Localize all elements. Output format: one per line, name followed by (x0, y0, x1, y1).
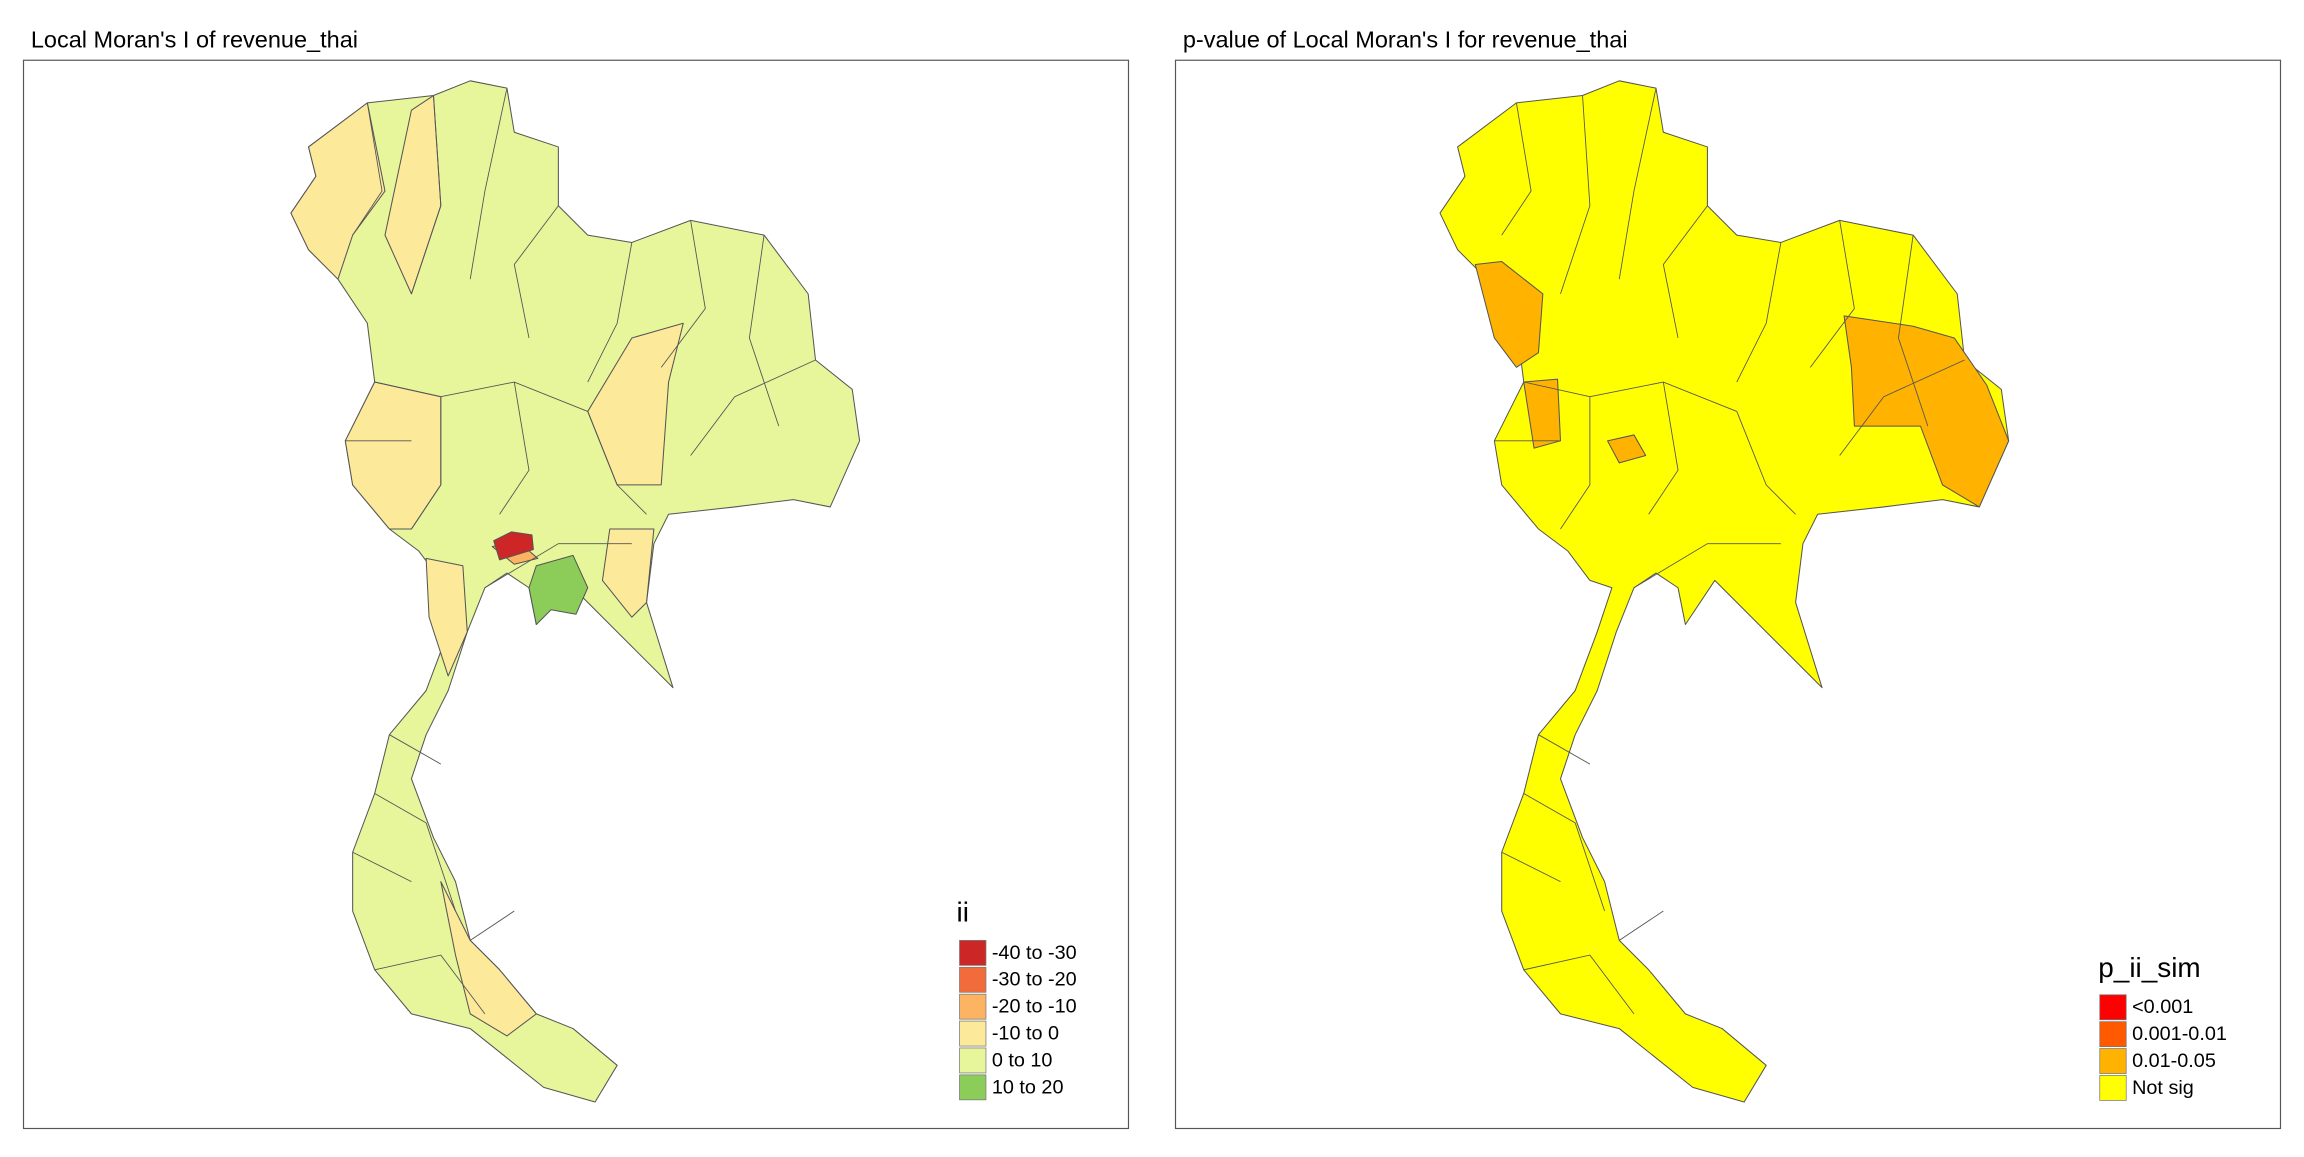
legend: -40 to -30 -30 to -20 -20 to -10 -10 to 0 0 … (959, 940, 1077, 1101)
region (1843, 315, 2010, 508)
legend: <0.001 0.001-0.01 0.01-0.05 Not sig (2099, 994, 2227, 1101)
legend-label: 0.01-0.05 (2132, 1050, 2216, 1072)
country-shape (1439, 80, 2010, 1103)
panel-title: p-value of Local Moran's I for revenue_t… (1183, 26, 1628, 52)
region (1606, 434, 1647, 464)
legend-label: -10 to 0 (992, 1023, 1059, 1045)
legend-swatch (959, 1020, 987, 1047)
region (601, 528, 655, 618)
legend-swatch (2099, 994, 2127, 1021)
legend-label: 0 to 10 (992, 1049, 1053, 1071)
legend-swatch (959, 1074, 987, 1101)
panel-frame (1174, 59, 2282, 1130)
legend-swatch (959, 993, 987, 1020)
legend-swatch (959, 966, 987, 993)
legend-swatch (2099, 1075, 2127, 1101)
legend-label: 0.001-0.01 (2132, 1023, 2227, 1045)
right-panel: p-value of Local Moran's I for revenue_t… (1174, 26, 2282, 1130)
left-panel: Local Moran's I of revenue_thai ii -40 t… (22, 26, 1130, 1130)
legend-swatch (959, 940, 987, 966)
region (290, 102, 386, 280)
legend-label: -30 to -20 (992, 969, 1077, 991)
legend-label: -20 to -10 (992, 996, 1077, 1018)
legend-swatch (2099, 1021, 2127, 1048)
legend-title: p_ii_sim (2098, 952, 2200, 983)
map (1439, 80, 2010, 1103)
legend-swatch (959, 1047, 987, 1074)
legend-label: -40 to -30 (992, 942, 1077, 964)
legend-label: Not sig (2132, 1077, 2194, 1099)
legend-label: <0.001 (2132, 996, 2193, 1018)
region (528, 554, 589, 626)
region (1474, 261, 1544, 368)
panel-title: Local Moran's I of revenue_thai (31, 26, 358, 52)
legend-title: ii (957, 896, 969, 927)
panel-frame (22, 59, 1130, 1130)
region (493, 531, 534, 561)
region (425, 557, 468, 677)
legend-label: 10 to 20 (992, 1076, 1064, 1098)
region (440, 881, 537, 1037)
legend-swatch (2099, 1048, 2127, 1074)
